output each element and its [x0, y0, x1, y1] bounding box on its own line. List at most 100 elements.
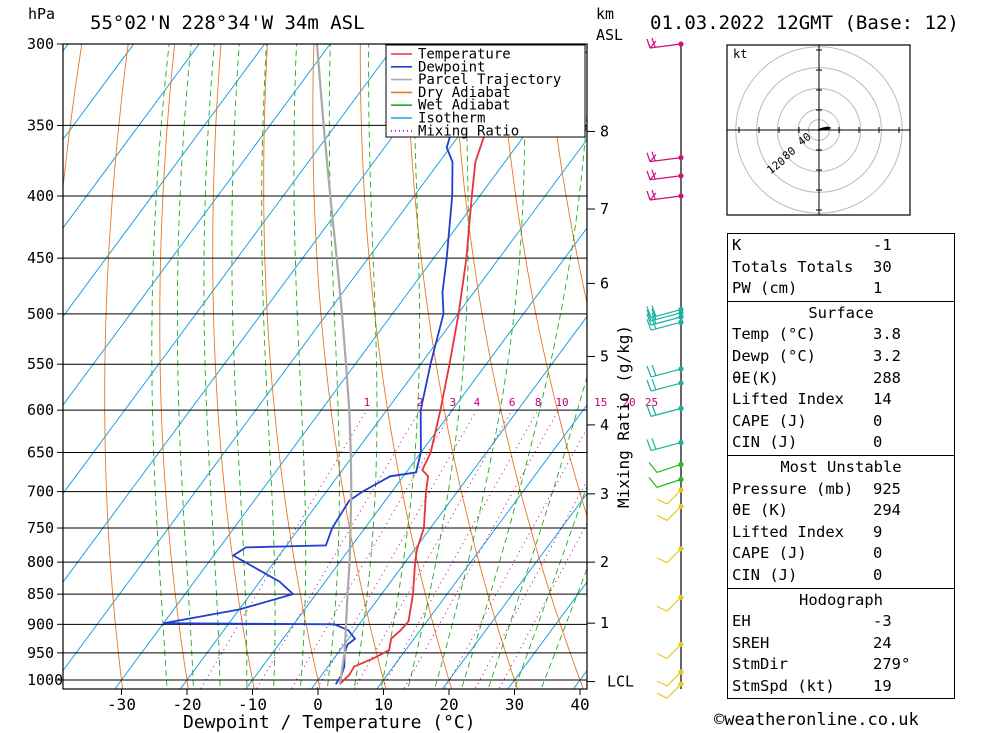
wind-barb	[656, 644, 682, 660]
asl-unit-label: ASL	[596, 26, 623, 44]
general-index-row: K -1	[728, 235, 954, 257]
pressure-tick-label: 550	[27, 355, 54, 373]
most-unstable-index-row: CIN (J) 0	[728, 565, 954, 587]
temperature-tick-label: -20	[173, 695, 202, 714]
height-tick-label: 3	[600, 485, 609, 503]
hodograph-index-row: EH -3	[728, 611, 954, 633]
background-lines	[0, 26, 587, 706]
surface-index-row: Temp (°C) 3.8	[728, 324, 954, 346]
pressure-tick-label: 600	[27, 401, 54, 419]
parcel-trajectory-series	[315, 44, 353, 685]
hodograph-title: Hodograph	[799, 590, 883, 609]
hodograph-trace	[817, 126, 832, 131]
hodograph-unit-label: kt	[733, 47, 747, 61]
hodograph-index-value: -3	[873, 612, 892, 631]
hodograph-index-value: 24	[873, 633, 892, 652]
location-title: 55°02'N 228°34'W 34m ASL	[90, 12, 365, 34]
hodograph-index-label: SREH	[732, 633, 770, 652]
pressure-tick-label: 750	[27, 519, 54, 537]
isotherm-line	[310, 315, 587, 689]
wind-barb	[656, 683, 682, 699]
temperature-tick-label: 10	[374, 695, 393, 714]
plot-frame	[62, 43, 588, 690]
isotherm-line	[63, 44, 331, 406]
general-index-label: PW (cm)	[732, 279, 798, 298]
surface-index-label: Temp (°C)	[732, 325, 816, 344]
temperature-tick-label: 40	[570, 695, 589, 714]
hpa-unit-label: hPa	[28, 5, 55, 23]
general-index-row: Totals Totals 30	[728, 257, 954, 279]
mixing-ratio-label: 3	[450, 396, 457, 409]
legend-entry: Dry Adiabat	[418, 85, 511, 101]
wind-barbs	[646, 37, 684, 699]
surface-index-value: 0	[873, 411, 883, 430]
most-unstable-index-value: 9	[873, 522, 883, 541]
dry-adiabat-line	[159, 44, 189, 689]
legend-entry: Isotherm	[418, 111, 485, 127]
mixing-ratio-label: 1	[364, 396, 371, 409]
wind-barb	[646, 151, 682, 163]
mixing-ratio-line	[403, 409, 559, 689]
height-tick-label: 1	[600, 614, 609, 632]
most-unstable-index-label: CAPE (J)	[732, 544, 807, 563]
mixing-ratio-label: 20	[622, 396, 635, 409]
temperature-series	[339, 44, 495, 685]
wind-barb	[656, 671, 682, 687]
wind-barb	[646, 189, 682, 201]
general-indices-box: K -1 Totals Totals 30 PW (cm) 1	[727, 233, 955, 301]
wind-barb	[646, 305, 682, 319]
legend-entry: Mixing Ratio	[418, 123, 519, 139]
surface-index-label: θE(K)	[732, 368, 779, 387]
wind-barb	[646, 438, 682, 452]
dry-adiabat-line	[312, 44, 387, 689]
wet-adiabat-line	[540, 567, 587, 689]
most-unstable-index-value: 0	[873, 544, 883, 563]
credit-footer: ©weatheronline.co.uk	[714, 710, 919, 730]
mixing-ratio-axis-title: Mixing Ratio (g/kg)	[614, 325, 633, 508]
hodograph-index-label: EH	[732, 612, 751, 631]
temperature-tick-label: -10	[238, 695, 267, 714]
wet-adiabat-line	[460, 106, 587, 689]
wind-barb	[646, 378, 682, 392]
surface-index-row: CAPE (J) 0	[728, 411, 954, 433]
pressure-tick-label: 300	[27, 35, 54, 53]
wet-adiabat-line	[151, 44, 170, 689]
most-unstable-index-value: 925	[873, 479, 901, 498]
surface-index-value: 3.8	[873, 325, 901, 344]
hodograph-index-label: StmDir	[732, 655, 788, 674]
dry-adiabat-line	[499, 44, 587, 518]
most-unstable-box: Most Unstable Pressure (mb) 925 θE (K) 294 L…	[727, 454, 955, 588]
pressure-tick-label: 400	[27, 187, 54, 205]
dry-adiabat-line	[359, 44, 453, 689]
wind-barb	[646, 308, 682, 322]
x-axis-title: Dewpoint / Temperature (°C)	[183, 712, 476, 733]
surface-index-value: 0	[873, 433, 883, 452]
general-index-value: -1	[873, 236, 892, 254]
hodograph-ring-label: 80	[780, 144, 798, 162]
most-unstable-index-value: 294	[873, 501, 901, 520]
surface-index-row: CIN (J) 0	[728, 432, 954, 454]
surface-index-value: 288	[873, 368, 901, 387]
legend-entry: Parcel Trajectory	[418, 72, 561, 88]
surface-index-value: 14	[873, 390, 892, 409]
mixing-ratio-label: 8	[535, 396, 542, 409]
wet-adiabat-line	[514, 484, 587, 689]
pressure-tick-label: 800	[27, 553, 54, 571]
mixing-ratio-line	[316, 409, 478, 689]
isotherm-line	[0, 26, 16, 706]
pressure-tick-label: 650	[27, 443, 54, 461]
general-index-label: K	[732, 236, 742, 254]
temperature-tick-label: 30	[505, 695, 524, 714]
pressure-tick-label: 700	[27, 483, 54, 501]
isotherm-line	[63, 44, 200, 229]
height-tick-label: 8	[600, 122, 609, 140]
isotherm-line	[507, 581, 587, 689]
indices-panel: K -1 Totals Totals 30 PW (cm) 1 Surface Temp …	[727, 233, 955, 700]
wind-barb	[646, 364, 682, 378]
pressure-tick-label: 950	[27, 644, 54, 662]
wet-adiabat-line	[293, 44, 307, 689]
surface-index-value: 3.2	[873, 346, 901, 365]
surface-title: Surface	[808, 303, 874, 322]
wind-barb	[656, 489, 682, 505]
most-unstable-index-label: Lifted Index	[732, 522, 844, 541]
